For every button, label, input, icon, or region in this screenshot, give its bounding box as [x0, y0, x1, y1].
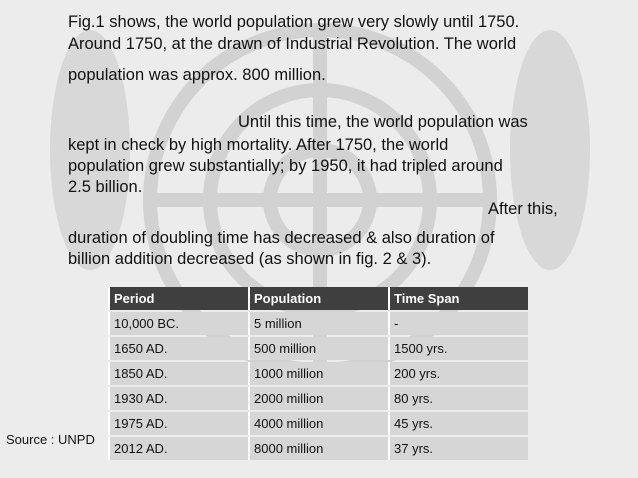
table-cell: 80 yrs. — [388, 387, 528, 410]
table-cell: 1500 yrs. — [388, 337, 528, 360]
table-cell: 8000 million — [248, 437, 388, 460]
table-row: 1650 AD. 500 million 1500 yrs. — [108, 337, 528, 360]
text-line: billion addition decreased (as shown in … — [68, 250, 432, 268]
text-line: Around 1750, at the drawn of Industrial … — [68, 35, 517, 53]
text-line: population grew substantially; by 1950, … — [68, 157, 503, 175]
text-line: kept in check by high mortality. After 1… — [68, 136, 449, 154]
table-cell: 1000 million — [248, 362, 388, 385]
table-row: 1850 AD. 1000 million 200 yrs. — [108, 362, 528, 385]
table-cell: 2012 AD. — [108, 437, 248, 460]
text-line: Fig.1 shows, the world population grew v… — [68, 13, 520, 31]
header-cell: Population — [248, 287, 388, 310]
source-note: Source : UNPD — [6, 432, 95, 447]
table-cell: 45 yrs. — [388, 412, 528, 435]
table-cell: 1850 AD. — [108, 362, 248, 385]
table-cell: 37 yrs. — [388, 437, 528, 460]
header-cell: Time Span — [388, 287, 528, 310]
table-cell: 1930 AD. — [108, 387, 248, 410]
table-row: 1930 AD. 2000 million 80 yrs. — [108, 387, 528, 410]
table-cell: 200 yrs. — [388, 362, 528, 385]
table-cell: 1975 AD. — [108, 412, 248, 435]
table-cell: 10,000 BC. — [108, 312, 248, 335]
table-cell: 1650 AD. — [108, 337, 248, 360]
table-row: 2012 AD. 8000 million 37 yrs. — [108, 437, 528, 460]
text-line: 2.5 billion. — [68, 178, 143, 196]
text-line: After this, — [488, 200, 558, 218]
table-cell: 5 million — [248, 312, 388, 335]
table-cell: - — [388, 312, 528, 335]
table-cell: 4000 million — [248, 412, 388, 435]
header-row: Period Population Time Span — [108, 287, 528, 310]
table-row: 10,000 BC. 5 million - — [108, 312, 528, 335]
population-table: Period Population Time Span 10,000 BC. 5 mi… — [108, 285, 528, 462]
header-cell: Period — [108, 287, 248, 310]
text-line: population was approx. 800 million. — [68, 66, 326, 84]
table-row: 1975 AD. 4000 million 45 yrs. — [108, 412, 528, 435]
text-line: duration of doubling time has decreased … — [68, 229, 495, 247]
table-cell: 2000 million — [248, 387, 388, 410]
text-line: Until this time, the world population wa… — [238, 113, 528, 131]
table-cell: 500 million — [248, 337, 388, 360]
